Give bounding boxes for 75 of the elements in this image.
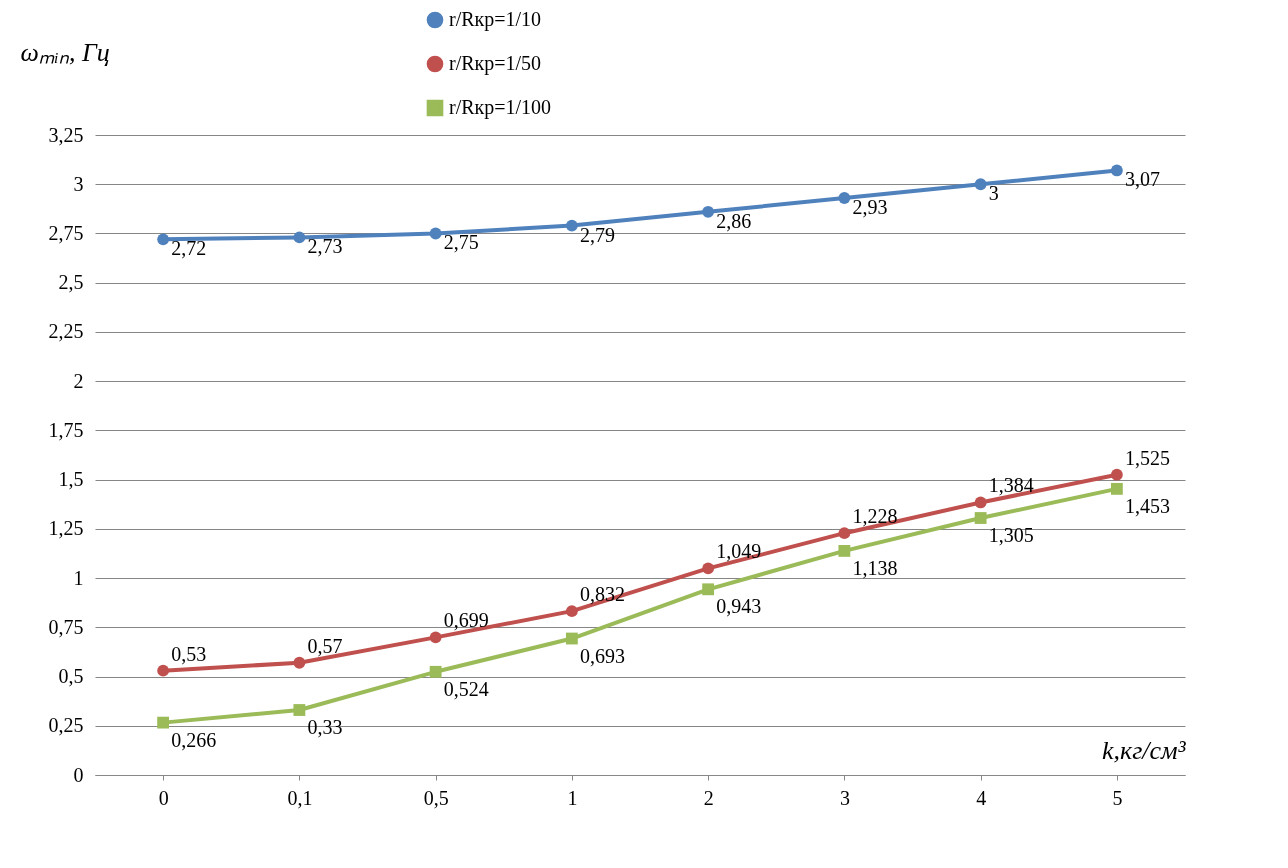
point xyxy=(838,544,851,557)
data-label: 0,266 xyxy=(171,728,217,751)
data-label: 3,07 xyxy=(1124,168,1160,191)
y-axis-title: ωₘᵢₙ, Гц xyxy=(20,37,110,67)
x-tick-label: 3 xyxy=(839,786,850,809)
data-label: 2,86 xyxy=(716,209,752,232)
y-tick-label: 3 xyxy=(73,172,84,195)
y-tick-label: 1,25 xyxy=(48,517,84,540)
data-label: 1,305 xyxy=(988,524,1034,547)
point xyxy=(974,178,987,191)
data-label: 0,693 xyxy=(579,644,625,667)
data-label: 0,53 xyxy=(171,642,207,665)
point xyxy=(702,583,715,596)
x-tick-label: 2 xyxy=(703,786,714,809)
point xyxy=(565,219,578,232)
data-label: 3 xyxy=(988,182,999,205)
data-label: 1,049 xyxy=(716,540,762,563)
y-tick-label: 2,75 xyxy=(48,221,84,244)
data-label: 2,79 xyxy=(579,223,615,246)
point xyxy=(429,227,442,240)
point xyxy=(429,631,442,644)
point xyxy=(565,605,578,618)
y-tick-label: 2,25 xyxy=(48,320,84,343)
data-label: 2,73 xyxy=(307,235,343,258)
y-tick-label: 2 xyxy=(73,369,84,392)
point xyxy=(1110,482,1123,495)
y-tick-label: 1,5 xyxy=(58,468,84,491)
data-label: 0,33 xyxy=(307,716,343,739)
data-label: 0,699 xyxy=(443,609,489,632)
y-tick-label: 1,75 xyxy=(48,418,84,441)
data-label: 1,228 xyxy=(852,505,898,528)
data-label: 1,138 xyxy=(852,556,898,579)
legend-label: r/Rкр=1/10 xyxy=(449,8,542,31)
legend-label: r/Rкр=1/50 xyxy=(449,52,542,75)
y-tick-label: 2,5 xyxy=(58,271,84,294)
y-tick-label: 0,75 xyxy=(48,615,84,638)
point xyxy=(702,562,715,575)
x-axis-title: k,кг/см³ xyxy=(1102,735,1187,765)
data-label: 0,524 xyxy=(443,677,489,700)
point xyxy=(1110,468,1123,481)
data-label: 2,72 xyxy=(171,237,207,260)
x-tick-label: 5 xyxy=(1112,786,1123,809)
point xyxy=(838,192,851,204)
point xyxy=(293,656,306,669)
x-tick-label: 0 xyxy=(158,786,169,809)
y-tick-label: 0,25 xyxy=(48,714,84,737)
data-label: 1,384 xyxy=(988,474,1034,497)
point xyxy=(429,665,442,678)
point xyxy=(702,205,715,218)
legend-label: r/Rкр=1/100 xyxy=(449,96,552,119)
point xyxy=(293,704,306,716)
x-tick-label: 0,1 xyxy=(287,786,313,809)
x-tick-label: 1 xyxy=(567,786,578,809)
data-label: 0,943 xyxy=(716,595,762,618)
x-tick-label: 0,5 xyxy=(423,786,449,809)
x-tick-label: 4 xyxy=(976,786,987,809)
point xyxy=(157,233,170,246)
point xyxy=(838,527,851,540)
y-tick-label: 0,5 xyxy=(58,665,84,688)
point xyxy=(157,716,170,729)
data-label: 0,832 xyxy=(579,583,625,606)
data-label: 1,453 xyxy=(1124,494,1170,517)
point xyxy=(974,512,987,524)
y-tick-label: 1 xyxy=(73,566,84,589)
point xyxy=(1110,164,1123,177)
point xyxy=(293,231,306,244)
point xyxy=(157,664,170,677)
data-label: 0,57 xyxy=(307,634,343,657)
y-tick-label: 0 xyxy=(73,763,84,786)
data-label: 1,525 xyxy=(1124,446,1170,469)
point xyxy=(565,632,578,645)
data-label: 2,75 xyxy=(443,231,479,254)
data-label: 2,93 xyxy=(852,196,888,219)
y-tick-label: 3,25 xyxy=(48,123,84,146)
point xyxy=(974,496,987,509)
